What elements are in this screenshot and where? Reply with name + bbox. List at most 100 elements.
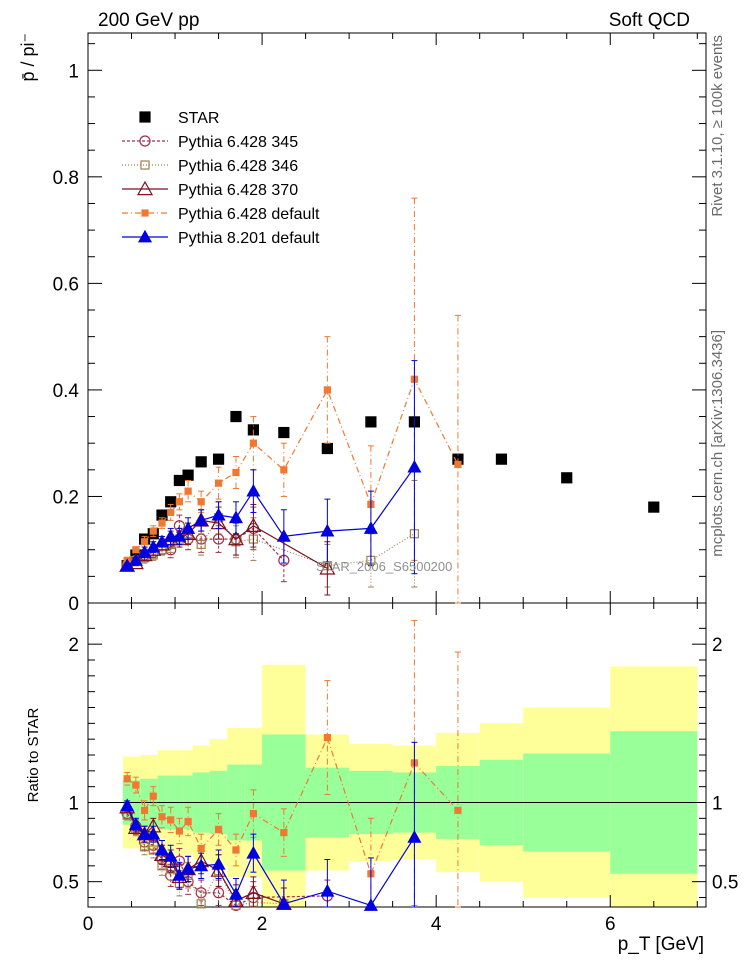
side-label-top: Rivet 3.1.10, ≥ 100k events — [709, 35, 726, 217]
ratio-y-tick-label-right: 0.5 — [712, 873, 738, 894]
legend-marker-p370 — [136, 180, 154, 196]
main-point-pdef — [175, 498, 183, 506]
main-point-star — [495, 453, 508, 465]
main-point-star — [561, 472, 573, 484]
main-point-pdef — [280, 466, 288, 474]
main-point-pdef — [132, 546, 140, 554]
legend-entry-p345: Pythia 6.428 345 — [122, 134, 298, 151]
main-point-star — [648, 501, 660, 513]
ratio-point-pdef — [197, 844, 205, 853]
ratio-point-p8 — [146, 826, 161, 840]
main-line-pdef — [126, 377, 459, 561]
ratio-point-pdef — [323, 733, 331, 742]
ratio-point-p346 — [139, 842, 150, 852]
main-point-star — [212, 453, 225, 465]
legend-label-p346: Pythia 6.428 346 — [178, 158, 298, 175]
ratio-y-tick-label: 2 — [68, 635, 79, 656]
main-point-p8 — [128, 553, 143, 566]
main-point-star — [365, 416, 377, 428]
ratio-line-p8 — [126, 805, 415, 907]
main-point-pdef — [214, 479, 223, 487]
x-axis-label: p_T [GeV] — [618, 934, 704, 955]
main-point-p8 — [172, 529, 187, 542]
ratio-point-p8 — [120, 798, 135, 812]
legend-entry-pdef: Pythia 6.428 default — [122, 206, 320, 223]
ratio-point-pdef — [184, 817, 192, 826]
main-point-pdef — [140, 538, 149, 546]
main-point-p8 — [228, 510, 243, 524]
main-point-p8 — [163, 529, 178, 542]
main-point-pdef — [167, 508, 175, 517]
ratio-y-axis-label: Ratio to STAR — [25, 707, 42, 802]
main-y-axis-label: p̄ / pi⁻ — [18, 33, 38, 82]
main-point-pdef — [197, 498, 205, 506]
main-point-p8 — [407, 459, 422, 473]
main-y-tick-label: 0.2 — [53, 487, 79, 508]
ratio-point-p8 — [128, 817, 143, 831]
legend-entry-p8: Pythia 8.201 default — [122, 229, 320, 247]
ratio-point-p8 — [363, 898, 378, 911]
ratio-point-p8 — [407, 830, 422, 843]
ratio-line-p346 — [126, 814, 284, 907]
main-point-p370 — [227, 530, 244, 546]
main-point-pdef — [184, 487, 192, 495]
ratio-y-tick-label: 1 — [68, 794, 79, 815]
ratio-point-pdef — [158, 813, 166, 821]
main-point-p8 — [276, 529, 291, 542]
ratio-y-tick-label-right: 2 — [712, 635, 723, 656]
ratio-point-pdef — [280, 828, 288, 837]
ratio-point-p346 — [196, 899, 206, 909]
main-point-p8 — [211, 507, 226, 521]
main-point-p8 — [320, 523, 335, 537]
ratio-point-pdef — [149, 792, 157, 800]
main-point-pdef — [149, 527, 157, 535]
legend-label-p8: Pythia 8.201 default — [178, 230, 320, 247]
main-point-star — [278, 426, 290, 439]
ratio-point-p8 — [172, 868, 187, 881]
ratio-point-p8 — [137, 826, 152, 840]
legend-label-p345: Pythia 6.428 345 — [178, 134, 298, 151]
main-point-pdef — [158, 519, 166, 527]
ratio-point-pdef — [167, 816, 175, 824]
ratio-point-p8 — [194, 858, 209, 872]
header-right: Soft QCD — [609, 10, 690, 31]
main-point-star — [321, 442, 333, 455]
legend-label-pdef: Pythia 6.428 default — [178, 206, 320, 223]
main-point-p8 — [363, 521, 378, 534]
main-y-tick-label: 0.4 — [53, 381, 80, 402]
ratio-point-p8 — [211, 857, 226, 870]
ratio-y-tick-label-right: 1 — [712, 794, 723, 815]
ratio-point-pdef — [140, 806, 149, 815]
ratio-y-tick-label: 0.5 — [53, 873, 79, 894]
ratio-point-pdef — [123, 775, 131, 783]
legend-marker-p8 — [137, 229, 153, 243]
legend-label-star: STAR — [178, 110, 219, 127]
main-point-star — [230, 410, 242, 423]
x-tick-label: 6 — [605, 914, 616, 935]
main-point-pdef — [249, 439, 257, 447]
ratio-point-pdef — [454, 806, 462, 815]
header-left: 200 GeV pp — [98, 10, 199, 31]
main-point-p8 — [181, 521, 196, 534]
ratio-point-p8 — [163, 849, 178, 862]
main-y-tick-label: 0 — [68, 594, 79, 615]
main-point-p8 — [246, 483, 261, 497]
legend-marker-p345 — [139, 135, 151, 147]
ratio-series-p8 — [120, 741, 422, 911]
x-tick-label: 4 — [431, 914, 442, 935]
ratio-point-p8 — [276, 896, 291, 910]
ratio-point-pdef — [249, 809, 257, 818]
legend-entry-p346: Pythia 6.428 346 — [122, 158, 298, 175]
legend-marker-p346 — [140, 160, 150, 170]
main-y-tick-label: 1 — [68, 61, 79, 82]
ratio-line-pdef — [126, 735, 459, 876]
x-tick-label: 0 — [83, 914, 94, 935]
main-point-p346 — [196, 539, 206, 550]
ratio-point-p346 — [148, 845, 158, 855]
ratio-point-p8 — [228, 887, 243, 900]
main-series-p8 — [120, 360, 422, 575]
ratio-point-p345 — [212, 887, 225, 899]
ratio-point-p8 — [320, 883, 335, 897]
ratio-point-pdef — [132, 781, 140, 789]
